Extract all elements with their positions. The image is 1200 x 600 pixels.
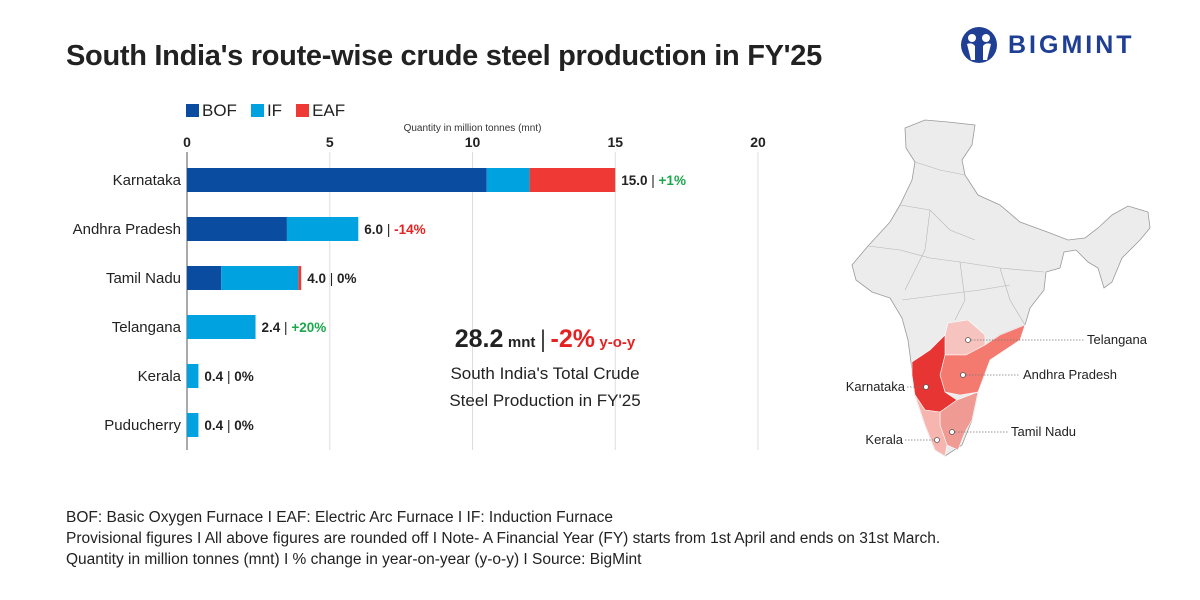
legend-label: EAF	[312, 101, 346, 120]
x-tick-label: 10	[465, 134, 481, 150]
change-label: 0%	[337, 271, 357, 286]
data-label: 0.4 | 0%	[204, 418, 253, 433]
total-change-suffix: y-o-y	[599, 334, 636, 351]
legend-item-eaf: EAF	[296, 101, 345, 121]
separator: |	[326, 271, 337, 286]
state-andhra-pradesh	[939, 324, 1026, 396]
map-label-tamil-nadu: Tamil Nadu	[1011, 424, 1076, 439]
bar-segment-bof	[187, 266, 222, 290]
bar-segment-bof	[187, 168, 487, 192]
category-label: Andhra Pradesh	[73, 221, 181, 238]
map-label-andhra-pradesh: Andhra Pradesh	[1023, 367, 1117, 382]
map-markers	[923, 337, 971, 443]
x-tick-label: 20	[750, 134, 766, 150]
total-value: 28.2	[454, 325, 504, 353]
legend-item-if: IF	[250, 101, 283, 121]
state-borders	[867, 161, 1045, 326]
bar-segment-if	[187, 364, 199, 388]
category-label: Telangana	[112, 319, 182, 336]
map-label-telangana: Telangana	[1087, 332, 1148, 347]
india-outline	[851, 119, 1151, 457]
total-summary: 28.2 mnt | -2% y-o-y South India's Total…	[400, 325, 690, 414]
marker-telangana	[965, 337, 971, 343]
total-label: 0.4	[204, 369, 223, 384]
total-caption-line1: South India's Total Crude	[450, 364, 640, 383]
legend-swatch	[186, 104, 199, 117]
bar-segment-if	[286, 217, 359, 241]
category-label: Tamil Nadu	[106, 270, 181, 287]
category-label: Puducherry	[104, 417, 181, 434]
legend-swatch	[296, 104, 310, 117]
bigmint-logo-icon	[961, 27, 997, 63]
data-label: 6.0 | -14%	[364, 222, 425, 237]
category-label: Kerala	[138, 368, 182, 385]
total-change: -2%	[550, 325, 595, 353]
x-tick-label: 15	[607, 134, 623, 150]
total-label: 0.4	[204, 418, 223, 433]
footnote-line: Provisional figures I All above figures …	[66, 530, 941, 547]
india-map: Telangana Andhra Pradesh Karnataka Tamil…	[846, 119, 1151, 457]
total-label: 6.0	[364, 222, 383, 237]
bigmint-logo: BIGMINT	[960, 26, 1135, 64]
marker-karnataka	[923, 384, 929, 390]
category-label: Karnataka	[113, 172, 182, 189]
map-leader-lines	[905, 339, 1085, 441]
total-caption-line2: Steel Production in FY'25	[449, 391, 641, 410]
separator: |	[648, 173, 659, 188]
bar-segment-bof	[187, 217, 287, 241]
map-label-karnataka: Karnataka	[846, 379, 906, 394]
x-tick-label: 5	[326, 134, 334, 150]
separator: |	[223, 418, 234, 433]
state-karnataka	[911, 334, 958, 413]
legend: BOF IF EAF	[186, 101, 345, 121]
change-label: -14%	[394, 222, 426, 237]
legend-item-bof: BOF	[186, 101, 237, 121]
footnotes: BOF: Basic Oxygen Furnace I EAF: Electri…	[66, 507, 940, 570]
change-label: +1%	[659, 173, 686, 188]
change-label: +20%	[291, 320, 326, 335]
chart-title: South India's route-wise crude steel pro…	[66, 40, 822, 72]
map-label-kerala: Kerala	[865, 432, 903, 447]
total-unit: mnt	[507, 334, 536, 351]
data-label: 2.4 | +20%	[262, 320, 327, 335]
separator: |	[223, 369, 234, 384]
data-label: 4.0 | 0%	[307, 271, 356, 286]
total-label: 4.0	[307, 271, 326, 286]
x-tick-label: 0	[183, 134, 191, 150]
data-label: 0.4 | 0%	[204, 369, 253, 384]
footnote-line: BOF: Basic Oxygen Furnace I EAF: Electri…	[66, 509, 614, 526]
bar-segment-eaf	[529, 168, 616, 192]
separator: |	[383, 222, 394, 237]
legend-swatch	[250, 104, 264, 117]
legend-label: BOF	[202, 101, 237, 120]
footnote-line: Quantity in million tonnes (mnt) I % cha…	[66, 551, 642, 568]
legend-label: IF	[266, 101, 283, 120]
change-label: 0%	[234, 369, 254, 384]
total-label: 15.0	[621, 173, 647, 188]
total-label: 2.4	[262, 320, 281, 335]
marker-kerala	[934, 437, 940, 443]
separator: |	[280, 320, 291, 335]
bar-segment-if	[187, 413, 199, 437]
marker-tamil-nadu	[949, 429, 955, 435]
bar-segment-eaf	[298, 266, 302, 290]
bar-segment-if	[486, 168, 530, 192]
bar-chart: Quantity in million tonnes (mnt) 0 5 10 15 20…	[73, 123, 766, 450]
x-axis-label: Quantity in million tonnes (mnt)	[404, 123, 542, 134]
logo-text: BIGMINT	[1008, 30, 1135, 59]
change-label: 0%	[234, 418, 254, 433]
marker-andhra-pradesh	[960, 372, 966, 378]
data-label: 15.0 | +1%	[621, 173, 686, 188]
bar-segment-if	[187, 315, 256, 339]
bar-segment-if	[221, 266, 299, 290]
